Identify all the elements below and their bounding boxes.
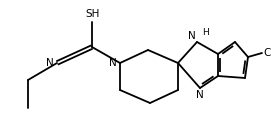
Text: N: N [109, 58, 117, 68]
Text: Cl: Cl [263, 48, 271, 58]
Text: N: N [188, 31, 196, 41]
Text: H: H [202, 28, 209, 37]
Text: N: N [196, 90, 204, 100]
Text: SH: SH [86, 9, 100, 19]
Text: N: N [46, 58, 54, 68]
